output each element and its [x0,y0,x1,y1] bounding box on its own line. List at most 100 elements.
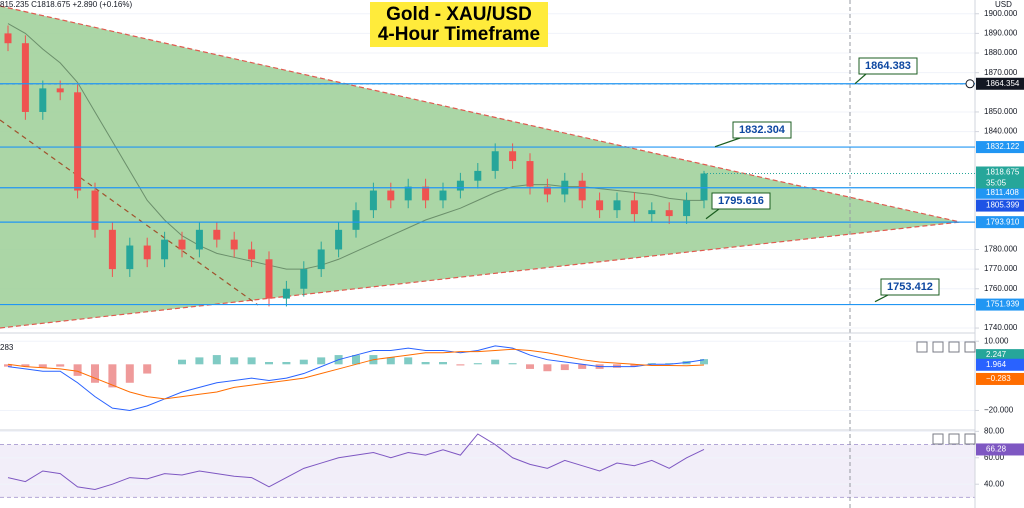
candle-body [39,88,47,112]
histogram-bar [613,364,621,368]
maximize-button[interactable] [964,341,976,353]
candle-body [317,249,325,270]
candle-body [422,186,430,201]
price-badge [976,186,1024,199]
histogram-bar [491,359,500,365]
candle-body [126,245,134,270]
candle-body [474,170,482,181]
y-tick-label: 1780.000 [984,245,1018,254]
price-badge-label: 1.964 [986,360,1007,369]
price-badge [976,372,1024,385]
candle-body [265,259,273,299]
dashed-trendline [0,119,259,306]
callout-pointer [874,294,889,303]
y-tick-label: 80.00 [984,426,1005,435]
histogram-bar [578,364,587,369]
histogram-bar [560,364,569,371]
candle-body [108,229,116,270]
histogram-bar [73,364,82,376]
y-tick-label: 1740.000 [984,323,1018,332]
price-badge-label: 1832.122 [986,142,1020,151]
price-badge-label: 1818.675 [986,168,1020,177]
y-tick-label: 10.000 [984,336,1009,345]
candle-body [700,173,708,201]
candle-body [213,229,221,240]
callout-pointer [705,208,720,220]
triangle-pattern [0,6,960,328]
price-badge [976,298,1024,311]
y-tick-label: 1880.000 [984,48,1018,57]
histogram-bar [508,363,517,365]
rsi-line [7,433,705,491]
y-tick-label: 1900.000 [984,9,1018,18]
candle-body [439,190,447,201]
price-badge [976,141,1024,154]
candle-body [456,180,464,191]
histogram-bar [91,364,99,383]
histogram-bar [4,364,12,367]
histogram-bar [125,364,134,383]
callout-pointer [854,73,867,85]
candle-body [509,151,517,162]
candle-body [491,151,499,171]
price-badge-label: 1793.910 [986,217,1020,226]
plot: 1864.383 1832.304 1795.616 1753.412 [0,23,975,491]
price-badge-label: 1751.939 [986,300,1020,309]
upper-trendline [0,5,961,223]
candle-body [178,239,186,250]
callout-label: 1832.304 [739,124,786,136]
y-tick-label: 40.00 [984,479,1005,488]
candle-body [21,43,29,112]
price-badge-label: 1864.354 [986,79,1020,88]
close-button[interactable] [948,341,960,353]
y-tick-label: 1770.000 [984,264,1018,273]
move-down-button[interactable] [932,341,944,353]
histogram-bar [700,359,708,365]
price-badge [976,199,1024,212]
histogram-bar [143,364,152,374]
price-badge-label: 1805.399 [986,201,1020,210]
price-badge [976,349,1024,362]
callout-box [858,57,918,75]
candle-body [387,190,395,201]
rsi-band [0,444,975,498]
price-badge [976,443,1024,456]
close-button[interactable] [948,433,960,445]
macd-line [7,348,705,400]
histogram-bar [404,357,413,365]
macd-line [7,345,705,411]
move-up-button[interactable] [916,341,928,353]
candle-body [648,210,656,215]
histogram-bar [108,364,117,388]
callout-pointer [714,137,741,148]
histogram-bar [543,364,552,372]
candle-body [630,200,638,215]
histogram-bar [247,357,256,365]
y-tick-label: −20.000 [984,406,1014,415]
macd-legend: 283 [0,343,14,352]
candle-body [665,210,673,217]
histogram-bar [56,364,65,367]
candle-body [404,186,412,201]
histogram-bar [665,363,674,365]
histogram-bar [299,359,308,365]
ohlc-legend: 815.235 C1818.675 +2.890 (+0.16%) [0,0,132,9]
currency-label: USD [995,0,1012,9]
pane-controls[interactable] [916,341,976,445]
maximize-button[interactable] [964,433,976,445]
candle-body [596,200,604,211]
histogram-bar [630,364,639,367]
chart-title: Gold - XAU/USD [386,4,532,25]
callout-box [880,278,940,296]
move-up-button[interactable] [932,433,944,445]
histogram-bar [212,355,221,365]
candle-body [74,92,82,191]
candle-body [230,239,238,250]
countdown-label: 35:05 [986,179,1007,188]
histogram-bar [265,362,273,365]
histogram-bar [282,362,291,365]
candle-body [56,88,64,93]
histogram-bar [352,355,360,365]
callout-box [732,121,792,139]
